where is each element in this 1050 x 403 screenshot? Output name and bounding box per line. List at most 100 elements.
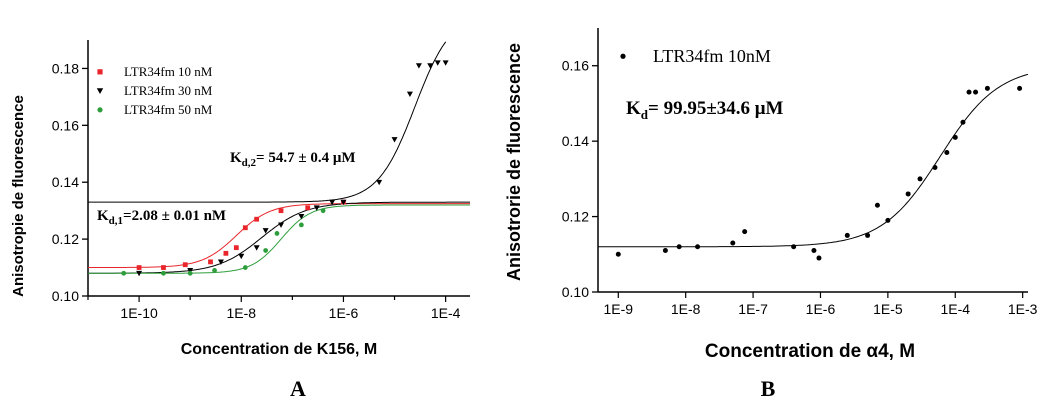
data-point-ltr34fm-10nm [917, 176, 923, 182]
chart-a-y-axis-label: Anisotropie de fluorescence [10, 95, 27, 297]
data-point-ltr34fm-30-nm [217, 259, 224, 265]
chart-a-kd2-annotation: Kd,2= 54.7 ± 0.4 μM [230, 150, 356, 169]
data-point-ltr34fm-50-nm [187, 270, 193, 276]
data-point-ltr34fm-10nm [816, 255, 822, 261]
x-tick-label: 1E-10 [120, 305, 158, 321]
legend-marker-ltr34fm-10nm [620, 53, 626, 59]
y-tick-label: 0.14 [562, 133, 589, 149]
data-point-ltr34fm-10nm [944, 149, 950, 155]
chart-a-y-ticks: 0.10 0.12 0.14 0.16 0.18 [52, 60, 88, 304]
data-point-ltr34fm-10nm [960, 119, 966, 125]
data-point-ltr34fm-30-nm [262, 228, 269, 234]
legend-label: LTR34fm 10nM [653, 46, 771, 66]
data-point-ltr34fm-10nm [984, 85, 990, 91]
x-tick-label: 1E-4 [940, 301, 970, 317]
data-point-ltr34fm-30-nm [253, 245, 260, 251]
chart-a: 0.10 0.12 0.14 0.16 0.18 1E-10 1E-8 1E-6 1E-4 L… [10, 40, 470, 401]
data-point-ltr34fm-10nm [1017, 85, 1023, 91]
legend-marker-ltr34fm-10-nm [97, 69, 103, 75]
data-point-ltr34fm-30-nm [329, 199, 336, 206]
data-point-ltr34fm-10nm [811, 248, 817, 254]
x-tick-label: 1E-6 [329, 305, 359, 321]
x-tick-label: 1E-8 [226, 305, 256, 321]
y-tick-label: 0.10 [52, 288, 79, 304]
y-tick-label: 0.12 [52, 231, 79, 247]
chart-b: 0.100.120.140.16 1E-9 1E-8 1E-7 1E-6 1E-5 1E-… [504, 28, 1038, 401]
data-point-ltr34fm-10nm [932, 165, 938, 171]
y-tick-label: 0.18 [52, 60, 79, 76]
legend-label: LTR34fm 30 nM [124, 83, 213, 98]
chart-a-legend: LTR34fm 10 nM LTR34fm 30 nM LTR34fm 50 nM [96, 64, 213, 117]
data-point-ltr34fm-50-nm [298, 222, 304, 228]
x-tick-label: 1E-6 [806, 301, 836, 317]
data-point-ltr34fm-50-nm [263, 248, 269, 253]
y-tick-label: 0.12 [562, 209, 589, 225]
chart-b-points [615, 85, 1023, 261]
data-point-ltr34fm-10-nm [233, 245, 239, 251]
data-point-ltr34fm-10-nm [161, 265, 166, 270]
x-tick-label: 1E-9 [603, 301, 633, 317]
chart-a-x-ticks: 1E-10 1E-8 1E-6 1E-4 [87, 296, 461, 321]
data-point-ltr34fm-10-nm [136, 265, 142, 270]
data-point-ltr34fm-10nm [844, 232, 850, 238]
data-point-ltr34fm-30-nm [313, 205, 320, 211]
data-point-ltr34fm-10-nm [182, 262, 188, 268]
y-tick-label: 0.16 [562, 58, 589, 74]
data-point-ltr34fm-10nm [905, 191, 911, 197]
data-point-ltr34fm-10nm [973, 89, 979, 95]
data-point-ltr34fm-10nm [662, 248, 668, 254]
x-tick-label: 1E-4 [431, 305, 461, 321]
x-tick-label: 1E-3 [1008, 301, 1038, 317]
data-point-ltr34fm-30-nm [278, 222, 285, 228]
legend-marker-ltr34fm-30-nm [96, 88, 104, 95]
chart-b-legend: LTR34fm 10nM [620, 46, 771, 66]
chart-b-y-axis-label: Anisotrorie de fluorescence [504, 43, 524, 281]
data-point-ltr34fm-50-nm [161, 270, 166, 276]
data-point-ltr34fm-30-nm [415, 63, 422, 69]
data-point-ltr34fm-30-nm [298, 213, 305, 220]
data-point-ltr34fm-10-nm [254, 216, 260, 222]
data-point-ltr34fm-30-nm [391, 137, 398, 143]
data-point-ltr34fm-10-nm [278, 208, 284, 214]
legend-label: LTR34fm 10 nM [124, 64, 213, 79]
data-point-ltr34fm-10nm [695, 244, 701, 250]
data-point-ltr34fm-30-nm [427, 63, 434, 69]
y-tick-label: 0.10 [562, 284, 589, 300]
legend-label: LTR34fm 50 nM [124, 102, 213, 117]
x-tick-label: 1E-8 [671, 301, 701, 317]
data-point-ltr34fm-10nm [791, 244, 797, 250]
fit-curve [88, 204, 470, 274]
y-tick-label: 0.16 [52, 117, 79, 133]
chart-a-kd1-annotation: Kd,1=2.08 ± 0.01 nM [97, 208, 226, 227]
data-point-ltr34fm-10nm [952, 134, 958, 140]
panel-label-b: B [761, 376, 776, 401]
data-point-ltr34fm-10nm [865, 232, 871, 238]
data-point-ltr34fm-30-nm [238, 253, 245, 260]
legend-marker-ltr34fm-50-nm [97, 107, 103, 113]
data-point-ltr34fm-10-nm [223, 250, 229, 256]
panel-label-a: A [290, 376, 306, 401]
fit-curve [88, 41, 447, 203]
data-point-ltr34fm-30-nm [187, 268, 194, 274]
chart-b-kd-annotation: Kd= 99.95±34.6 μM [626, 98, 784, 122]
y-tick-label: 0.14 [52, 174, 79, 190]
data-point-ltr34fm-10nm [676, 244, 682, 250]
data-point-ltr34fm-10-nm [305, 205, 311, 211]
x-tick-label: 1E-7 [738, 301, 768, 317]
data-point-ltr34fm-50-nm [242, 265, 248, 270]
data-point-ltr34fm-10nm [742, 229, 748, 235]
chart-b-x-ticks: 1E-9 1E-8 1E-7 1E-6 1E-5 1E-4 1E-3 [603, 292, 1038, 317]
x-tick-label: 1E-5 [873, 301, 903, 317]
data-point-ltr34fm-30-nm [434, 60, 441, 66]
data-point-ltr34fm-30-nm [442, 60, 449, 66]
data-point-ltr34fm-30-nm [340, 199, 347, 206]
data-point-ltr34fm-10-nm [242, 225, 248, 231]
data-point-ltr34fm-10nm [615, 251, 621, 257]
data-point-ltr34fm-50-nm [121, 270, 127, 276]
chart-a-points [121, 60, 449, 277]
chart-b-y-ticks: 0.10 0.12 0.14 0.16 [562, 58, 598, 300]
data-point-ltr34fm-50-nm [320, 208, 326, 214]
data-point-ltr34fm-50-nm [212, 268, 217, 273]
data-point-ltr34fm-10nm [966, 89, 972, 95]
